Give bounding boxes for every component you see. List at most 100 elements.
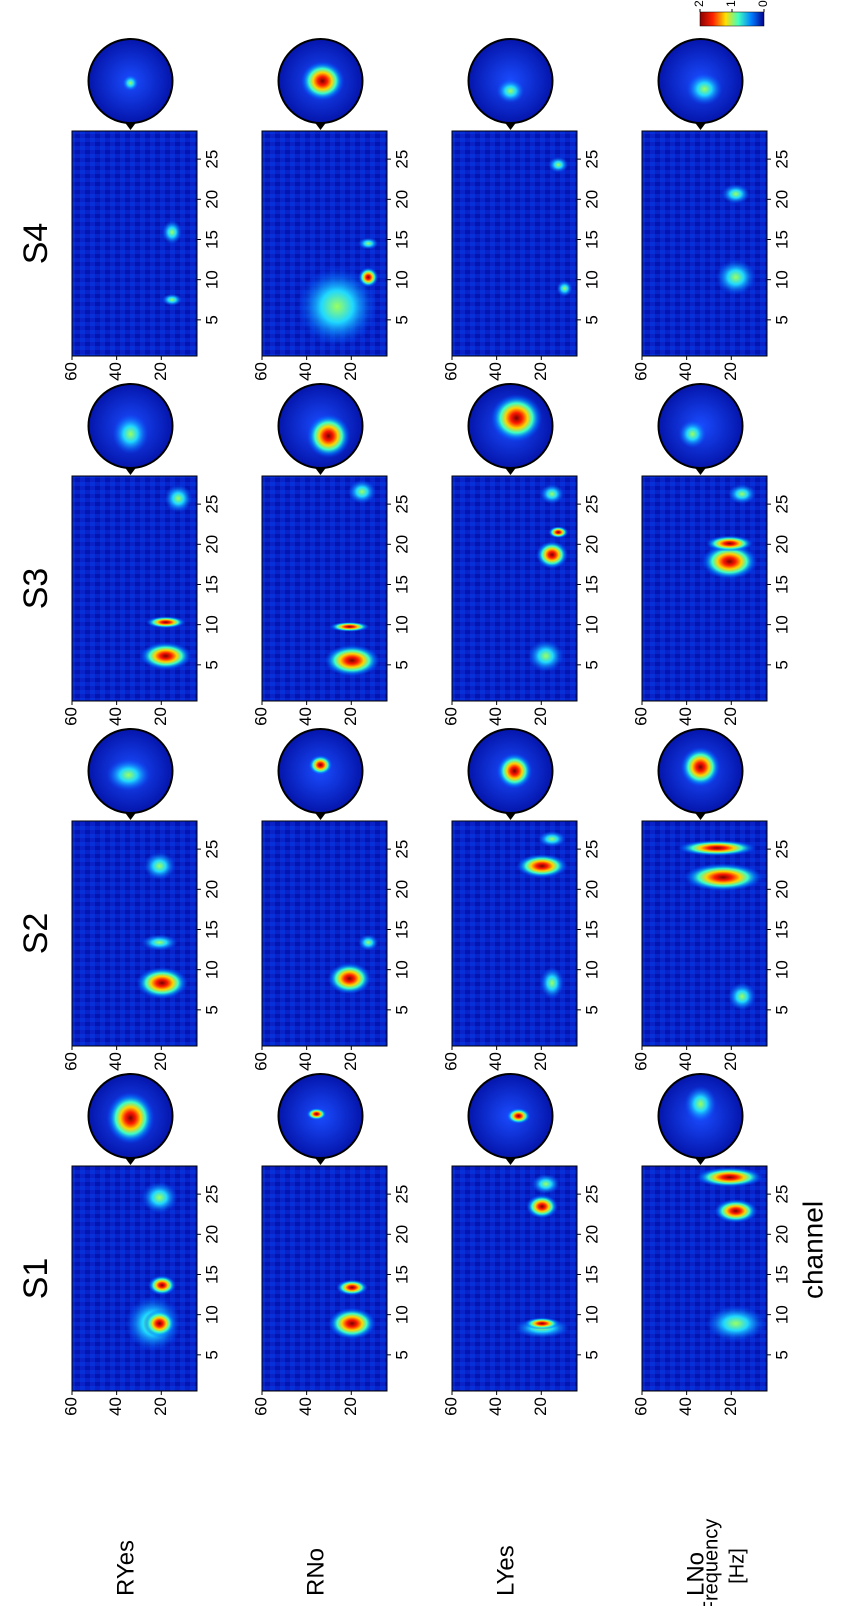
heatmap: 510152025604020	[441, 131, 601, 381]
heatmap: 510152025604020	[61, 476, 221, 726]
y-tick-label: 60	[441, 362, 460, 381]
x-tick-label: 10	[202, 615, 221, 634]
x-tick-label: 10	[392, 615, 411, 634]
heatmap-background	[262, 821, 387, 1046]
heatmap-hotspot	[538, 831, 566, 847]
heatmap-hotspot	[328, 1308, 376, 1340]
heatmap-hotspot	[330, 622, 370, 632]
column-title: S4	[17, 223, 55, 265]
x-tick-label: 25	[772, 1185, 791, 1204]
y-tick-label: 20	[151, 707, 170, 726]
x-tick-label: 5	[392, 1350, 411, 1359]
heatmap-hotspot	[706, 1306, 766, 1342]
y-tick-label: 40	[296, 707, 315, 726]
x-tick-label: 10	[202, 960, 221, 979]
y-tick-label: 40	[106, 362, 125, 381]
x-tick-label: 20	[392, 190, 411, 209]
x-tick-label: 25	[392, 1185, 411, 1204]
y-tick-label: 40	[676, 707, 695, 726]
topo-hotspot	[679, 420, 707, 448]
x-tick-label: 20	[392, 880, 411, 899]
x-tick-label: 25	[772, 840, 791, 859]
topo-hotspot	[685, 1086, 717, 1122]
heatmap-background	[72, 821, 197, 1046]
x-tick-label: 5	[582, 660, 601, 669]
column-title: S3	[17, 568, 55, 610]
topo-hotspot	[307, 1108, 327, 1120]
y-tick-label: 60	[61, 362, 80, 381]
heatmap-cells	[262, 476, 387, 701]
heatmap: 510152025604020	[631, 1166, 791, 1416]
y-tick-label: 40	[676, 1397, 695, 1416]
y-tick-label: 40	[486, 1397, 505, 1416]
x-tick-label: 20	[582, 880, 601, 899]
x-tick-label: 15	[582, 1265, 601, 1284]
x-tick-label: 25	[772, 495, 791, 514]
y-tick-label: 60	[631, 362, 650, 381]
x-tick-label: 25	[582, 150, 601, 169]
heatmap-hotspot	[146, 616, 186, 628]
heatmap-hotspot	[696, 1167, 764, 1187]
topo-map	[469, 1074, 553, 1165]
heatmap-hotspot	[536, 541, 568, 569]
heatmap-hotspot	[548, 157, 568, 173]
x-tick-label: 15	[202, 920, 221, 939]
topo-hotspot	[307, 414, 351, 458]
x-tick-label: 25	[582, 495, 601, 514]
heatmap-cells	[452, 476, 577, 701]
x-tick-label: 5	[772, 315, 791, 324]
x-tick-label: 20	[202, 880, 221, 899]
heatmap-hotspot	[540, 484, 564, 504]
y-tick-label: 40	[486, 707, 505, 726]
x-tick-label: 10	[582, 615, 601, 634]
y-tick-label: 60	[251, 707, 270, 726]
y-tick-label: 20	[721, 707, 740, 726]
y-tick-label: 20	[341, 707, 360, 726]
colorbar-tick-label: 1	[724, 0, 738, 7]
y-tick-label: 40	[676, 1052, 695, 1071]
heatmap-hotspot	[336, 1280, 368, 1296]
heatmap: 510152025604020	[61, 131, 221, 381]
x-tick-label: 15	[582, 230, 601, 249]
topo-map	[659, 384, 743, 475]
x-tick-label: 15	[202, 230, 221, 249]
x-tick-label: 15	[392, 230, 411, 249]
heatmap-hotspot	[142, 1182, 178, 1214]
heatmap-cells	[452, 821, 577, 1046]
x-tick-label: 15	[582, 575, 601, 594]
x-tick-label: 25	[772, 150, 791, 169]
x-tick-label: 10	[582, 270, 601, 289]
heatmap-hotspot	[540, 967, 564, 999]
heatmap-hotspot	[324, 645, 380, 677]
x-tick-label: 25	[202, 840, 221, 859]
x-tick-label: 5	[392, 660, 411, 669]
y-tick-label: 20	[151, 362, 170, 381]
x-tick-label: 5	[772, 660, 791, 669]
topo-hotspot	[113, 414, 149, 454]
heatmap-hotspot	[142, 935, 178, 951]
x-tick-label: 20	[392, 1225, 411, 1244]
x-tick-label: 10	[202, 1305, 221, 1324]
heatmap-hotspot	[164, 485, 192, 513]
y-tick-label: 20	[721, 1397, 740, 1416]
heatmap-cells	[72, 821, 197, 1046]
x-tick-label: 20	[772, 190, 791, 209]
y-tick-label: 60	[631, 1052, 650, 1071]
chart: channel Frequency [Hz] S1S2S3S4RYes51015…	[0, 0, 859, 1606]
heatmap-hotspot	[144, 852, 176, 880]
topo-hotspot	[107, 759, 151, 791]
topo-map	[279, 384, 363, 475]
x-tick-label: 15	[582, 920, 601, 939]
heatmap-hotspot	[524, 1318, 560, 1330]
heatmap-cells	[262, 821, 387, 1046]
heatmap: 510152025604020	[441, 1166, 601, 1416]
topo-hotspot	[301, 61, 345, 101]
heatmap: 510152025604020	[251, 821, 411, 1071]
column-title: S2	[17, 913, 55, 955]
heatmap-hotspot	[516, 854, 568, 878]
topo-map	[659, 729, 743, 820]
